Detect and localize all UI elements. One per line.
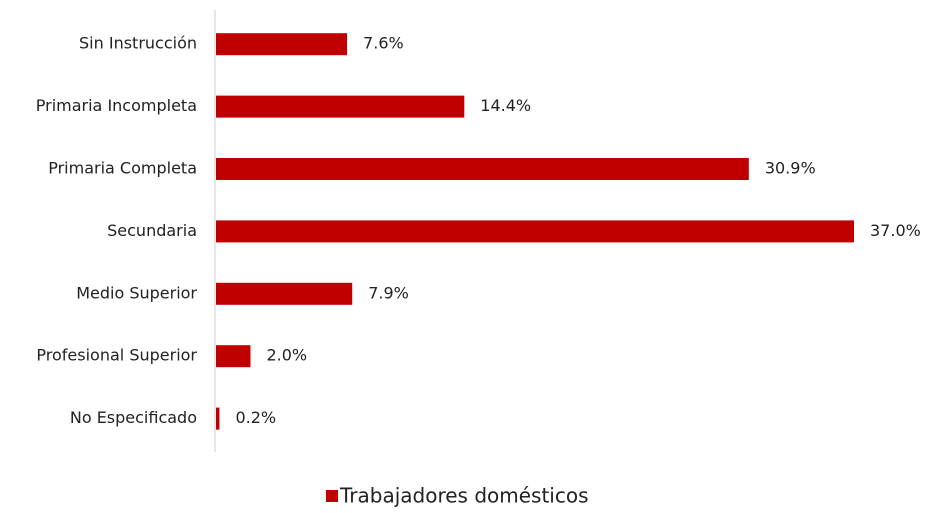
data-label: 7.6% — [363, 34, 404, 53]
data-label: 2.0% — [266, 346, 307, 365]
data-label: 37.0% — [870, 221, 921, 240]
y-tick-label: Secundaria — [107, 221, 197, 240]
y-tick-label: Profesional Superior — [36, 346, 197, 365]
y-tick-label: Sin Instrucción — [79, 34, 197, 53]
bar — [216, 95, 465, 118]
data-label: 14.4% — [480, 96, 531, 115]
y-tick-label: Medio Superior — [76, 283, 197, 302]
y-tick-label: Primaria Completa — [48, 159, 197, 178]
bar — [216, 345, 251, 368]
bar — [216, 220, 854, 243]
y-tick-label: Primaria Incompleta — [36, 96, 197, 115]
data-label: 0.2% — [235, 408, 276, 427]
bar — [216, 158, 749, 180]
bar — [216, 407, 220, 430]
data-label: 7.9% — [368, 283, 409, 302]
y-tick-label: No Especificado — [70, 408, 197, 427]
legend-label: Trabajadores domésticos — [339, 484, 589, 508]
bar — [216, 33, 348, 56]
legend-swatch — [326, 490, 338, 502]
bar — [216, 282, 353, 305]
data-label: 30.9% — [765, 159, 816, 178]
